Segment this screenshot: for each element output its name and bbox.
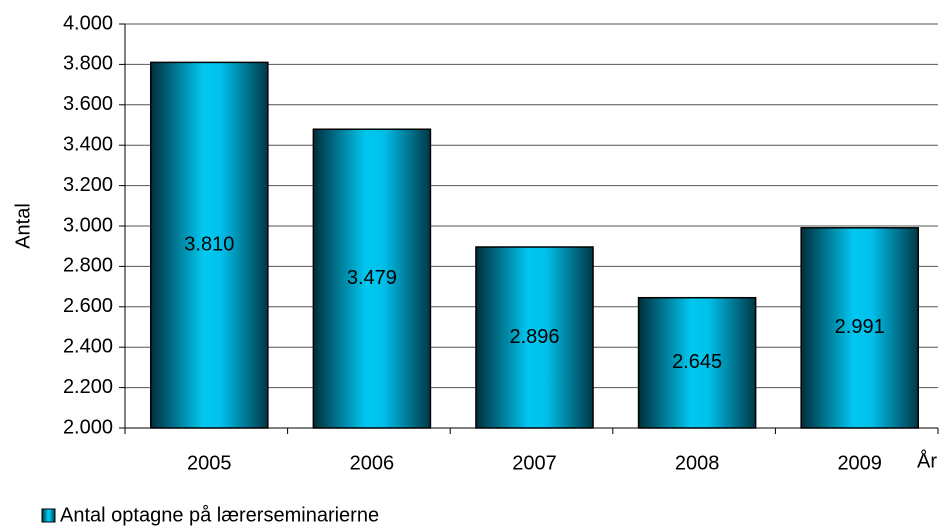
x-tick-label: 2007 bbox=[512, 452, 557, 474]
y-tick-label: 4.000 bbox=[63, 12, 113, 34]
y-tick-label: 2.400 bbox=[63, 335, 113, 357]
bar bbox=[312, 128, 432, 429]
data-label: 3.479 bbox=[347, 267, 397, 289]
y-tick-label: 2.800 bbox=[63, 255, 113, 277]
y-axis-label: Antal bbox=[12, 203, 34, 249]
y-tick-label: 3.200 bbox=[63, 174, 113, 196]
x-tick-label: 2008 bbox=[675, 452, 720, 474]
bar bbox=[800, 227, 919, 429]
x-tick-label: 2006 bbox=[350, 452, 395, 474]
legend-label: Antal optagne på lærerseminarierne bbox=[60, 504, 379, 526]
y-tick-label: 2.000 bbox=[63, 416, 113, 438]
bar bbox=[475, 246, 594, 429]
data-label: 3.810 bbox=[184, 233, 234, 255]
y-tick-label: 3.400 bbox=[63, 133, 113, 155]
y-tick-label: 2.200 bbox=[63, 376, 113, 398]
data-label: 2.991 bbox=[835, 316, 885, 338]
y-tick-label: 3.800 bbox=[63, 53, 113, 75]
bar bbox=[150, 61, 269, 429]
bar bbox=[637, 296, 757, 429]
y-tick-label: 3.000 bbox=[63, 214, 113, 236]
x-tick-label: 2005 bbox=[187, 452, 232, 474]
y-tick-label: 3.600 bbox=[63, 93, 113, 115]
x-tick-label: 2009 bbox=[837, 452, 882, 474]
x-axis-label: År bbox=[917, 449, 937, 472]
legend-swatch bbox=[41, 508, 56, 523]
data-label: 2.896 bbox=[509, 326, 559, 348]
data-label: 2.645 bbox=[672, 351, 722, 373]
y-tick-label: 2.600 bbox=[63, 295, 113, 317]
